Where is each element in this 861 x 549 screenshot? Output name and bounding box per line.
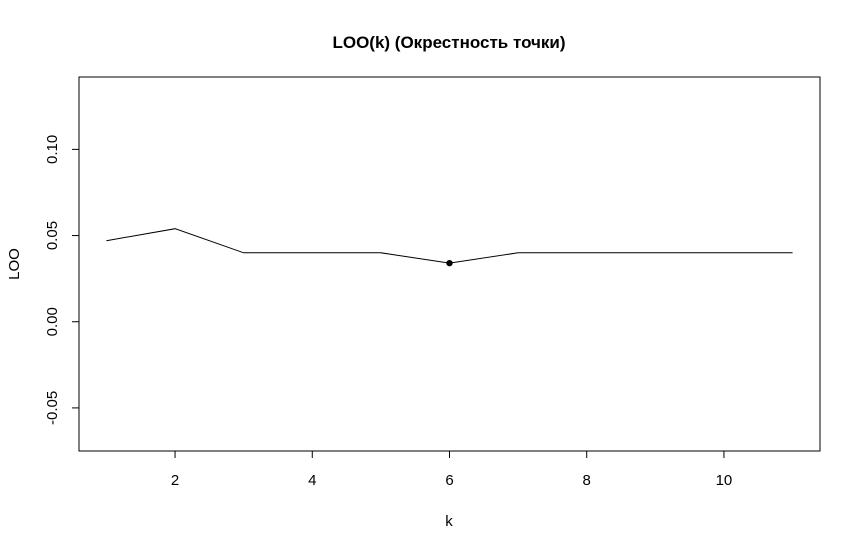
y-axis-label: LOO bbox=[6, 248, 23, 280]
series-line bbox=[106, 228, 793, 264]
y-tick-label: -0.05 bbox=[44, 391, 61, 425]
min-point-marker bbox=[446, 259, 453, 267]
x-tick-label: 8 bbox=[583, 472, 591, 489]
y-axis: -0.05 0.00 0.05 0.10 bbox=[44, 135, 80, 425]
x-axis: 2 4 6 8 10 bbox=[171, 450, 733, 489]
y-tick-label: 0.05 bbox=[44, 221, 61, 250]
y-tick-label: 0.00 bbox=[44, 307, 61, 336]
x-tick-label: 10 bbox=[716, 472, 733, 489]
y-tick-label: 0.10 bbox=[44, 135, 61, 164]
x-axis-label: k bbox=[445, 513, 453, 530]
x-tick-label: 2 bbox=[171, 472, 179, 489]
series-group bbox=[106, 228, 793, 267]
x-tick-label: 6 bbox=[445, 472, 453, 489]
chart-title: LOO(k) (Окрестность точки) bbox=[332, 33, 565, 52]
x-tick-label: 4 bbox=[308, 472, 316, 489]
